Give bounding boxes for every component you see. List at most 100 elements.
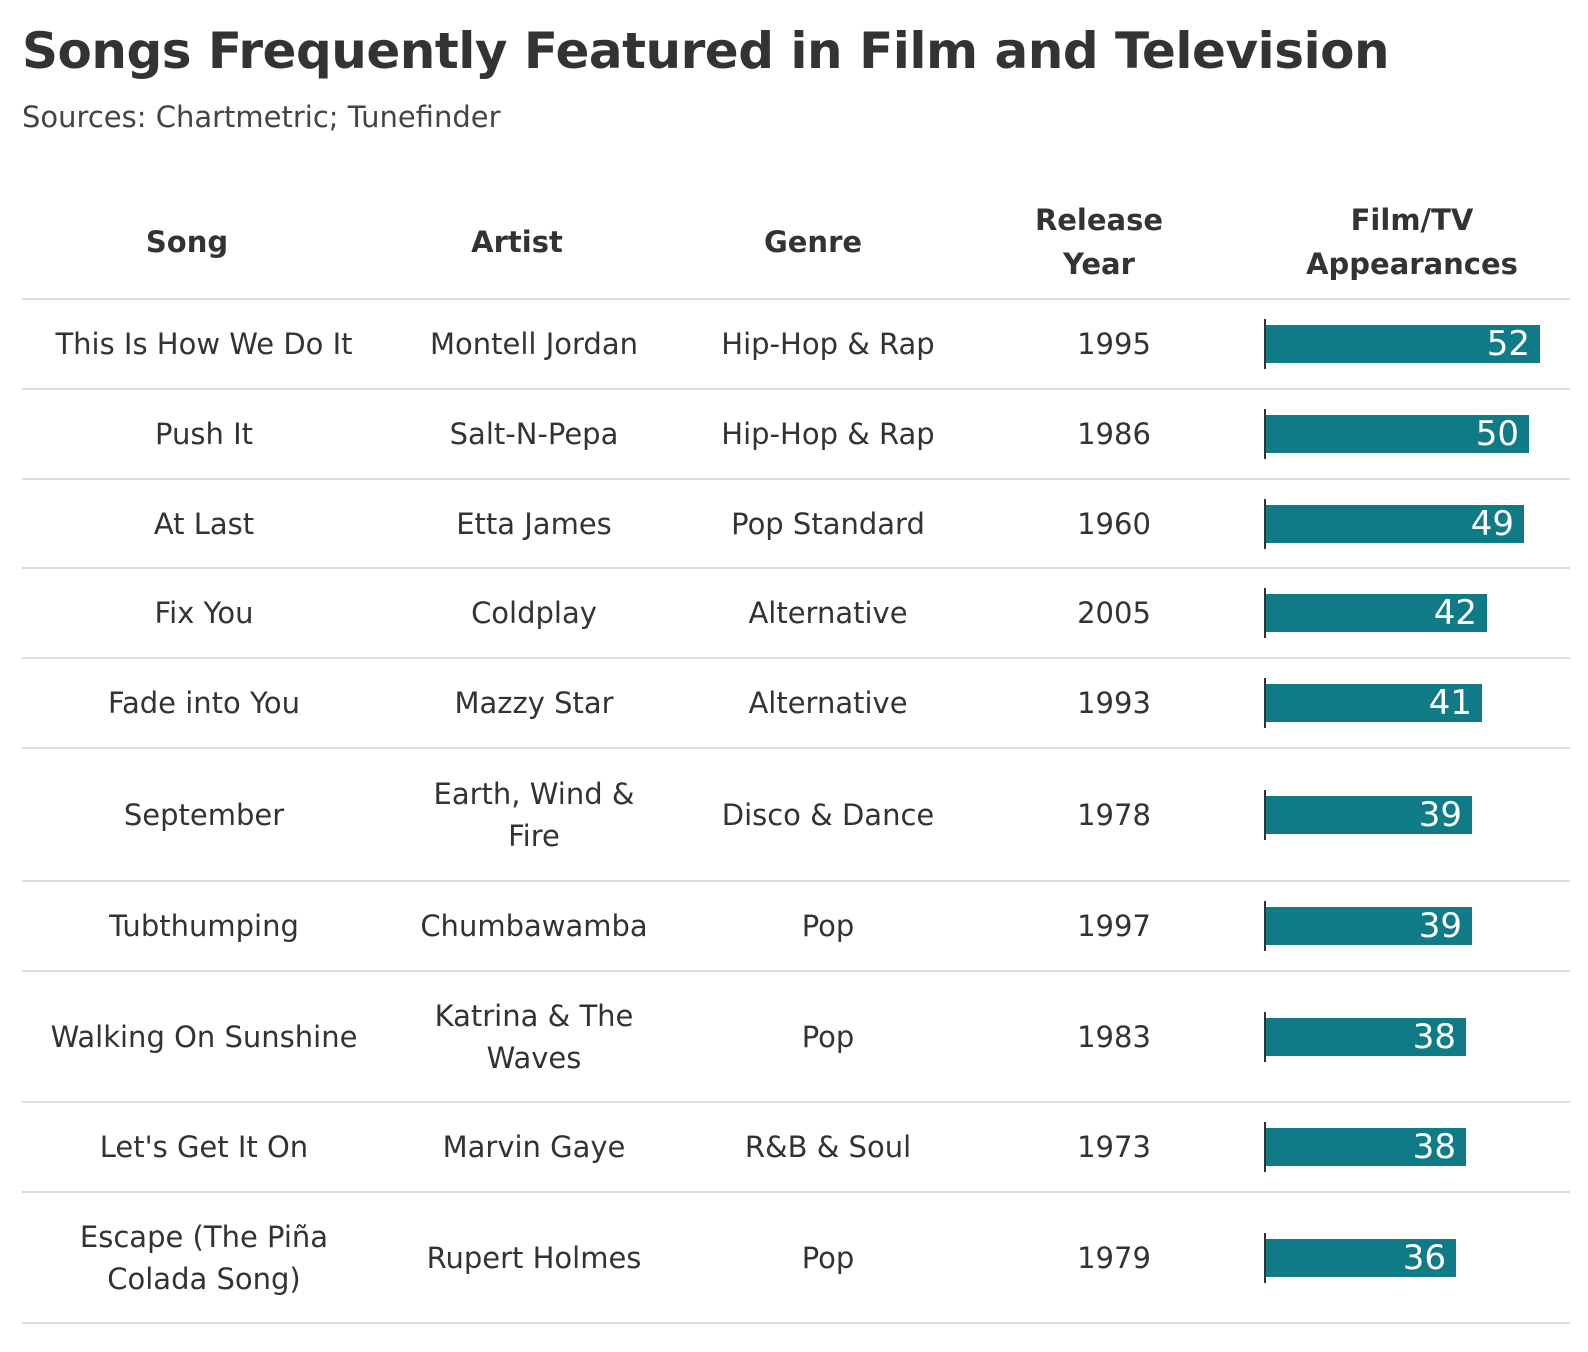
cell-appearances: 41 — [1254, 659, 1570, 747]
cell-release-year: 1979 — [1077, 1240, 1151, 1275]
header-release-year-label: Release Year — [1034, 203, 1164, 281]
cell-song: Tubthumping — [109, 909, 299, 943]
cell-genre: Disco & Dance — [721, 797, 935, 832]
appearances-value-label: 39 — [1418, 794, 1462, 835]
header-appearances: Film/TV Appearances — [1254, 186, 1570, 298]
cell-appearances: 52 — [1254, 300, 1570, 388]
appearances-bar: 39 — [1266, 794, 1472, 835]
cell-song: Push It — [155, 417, 253, 451]
bar-baseline — [1264, 319, 1266, 369]
appearances-value-label: 38 — [1412, 1127, 1456, 1167]
cell-artist: Rupert Holmes — [426, 1240, 642, 1275]
cell-artist: Etta James — [456, 506, 612, 541]
bar-baseline — [1264, 901, 1266, 951]
cell-artist: Montell Jordan — [430, 327, 638, 361]
cell-release-year: 1978 — [1077, 797, 1151, 832]
chart-title: Songs Frequently Featured in Film and Te… — [22, 22, 1390, 80]
appearances-bar: 49 — [1266, 503, 1524, 544]
appearances-value-label: 39 — [1418, 906, 1462, 946]
appearances-bar: 36 — [1266, 1237, 1456, 1278]
cell-appearances: 50 — [1254, 390, 1570, 478]
table-header-row: Song Artist Genre Release Year Film/TV A… — [22, 186, 1570, 300]
appearances-bar: 38 — [1266, 1016, 1466, 1057]
cell-song: At Last — [153, 506, 255, 541]
cell-appearances: 42 — [1254, 569, 1570, 657]
cell-artist: Coldplay — [471, 596, 597, 630]
bar-track: 41 — [1264, 678, 1554, 728]
appearances-value-label: 49 — [1470, 503, 1514, 544]
cell-release-year: 2005 — [1077, 596, 1151, 630]
bar-baseline — [1264, 1232, 1266, 1283]
cell-song: Walking On Sunshine — [50, 1019, 358, 1054]
table-row: Tubthumping Chumbawamba Pop 1997 39 — [22, 882, 1570, 972]
bar-track: 39 — [1264, 789, 1554, 840]
chart-subtitle: Sources: Chartmetric; Tunefinder — [22, 100, 501, 134]
cell-song: Escape (The Piña Colada Song) — [79, 1219, 329, 1296]
header-release-year: Release Year — [944, 186, 1254, 298]
table-row: Walking On Sunshine Katrina & The Waves Po… — [22, 972, 1570, 1103]
table-row: Fix You Coldplay Alternative 2005 42 — [22, 569, 1570, 659]
cell-genre: Pop — [801, 909, 855, 943]
cell-genre: Hip-Hop & Rap — [721, 417, 935, 451]
appearances-value-label: 52 — [1486, 324, 1530, 364]
cell-genre: Pop Standard — [731, 506, 925, 541]
bar-track: 36 — [1264, 1232, 1554, 1283]
cell-song: Let's Get It On — [99, 1130, 309, 1164]
bar-track: 39 — [1264, 901, 1554, 951]
appearances-value-label: 42 — [1433, 593, 1477, 633]
songs-table: Song Artist Genre Release Year Film/TV A… — [22, 186, 1570, 1324]
cell-appearances: 49 — [1254, 480, 1570, 567]
appearances-bar: 41 — [1266, 684, 1482, 722]
bar-track: 50 — [1264, 409, 1554, 459]
cell-release-year: 1986 — [1077, 417, 1151, 451]
cell-release-year: 1993 — [1077, 686, 1151, 720]
table-row: This Is How We Do It Montell Jordan Hip-Ho… — [22, 300, 1570, 390]
cell-appearances: 38 — [1254, 972, 1570, 1101]
appearances-bar: 50 — [1266, 415, 1529, 453]
appearances-bar: 42 — [1266, 594, 1487, 632]
appearances-bar: 52 — [1266, 325, 1540, 363]
cell-release-year: 1997 — [1077, 909, 1151, 943]
table-row: Escape (The Piña Colada Song) Rupert Holm… — [22, 1193, 1570, 1324]
cell-artist: Earth, Wind & Fire — [433, 776, 635, 853]
table-row: Push It Salt-N-Pepa Hip-Hop & Rap 1986 50 — [22, 390, 1570, 480]
table-row: Let's Get It On Marvin Gaye R&B & Soul 1973… — [22, 1103, 1570, 1193]
header-appearances-label: Film/TV Appearances — [1306, 203, 1518, 281]
cell-song: This Is How We Do It — [55, 327, 353, 361]
cell-genre: Pop — [801, 1019, 855, 1054]
cell-artist: Marvin Gaye — [442, 1130, 626, 1164]
cell-song: Fix You — [154, 596, 254, 630]
appearances-bar: 39 — [1266, 907, 1472, 945]
cell-release-year: 1960 — [1077, 506, 1151, 541]
bar-baseline — [1264, 789, 1266, 840]
cell-artist: Salt-N-Pepa — [449, 417, 619, 451]
bar-track: 38 — [1264, 1122, 1554, 1172]
bar-track: 49 — [1264, 498, 1554, 549]
header-genre: Genre — [763, 225, 863, 259]
cell-release-year: 1995 — [1077, 327, 1151, 361]
appearances-bar: 38 — [1266, 1128, 1466, 1166]
table-row: Fade into You Mazzy Star Alternative 1993 41 — [22, 659, 1570, 749]
cell-artist: Katrina & The Waves — [434, 998, 634, 1075]
cell-artist: Chumbawamba — [420, 909, 648, 943]
bar-baseline — [1264, 588, 1266, 638]
cell-genre: R&B & Soul — [744, 1130, 912, 1164]
bar-baseline — [1264, 1011, 1266, 1062]
cell-appearances: 39 — [1254, 749, 1570, 880]
cell-song: September — [123, 797, 285, 832]
cell-release-year: 1983 — [1077, 1019, 1151, 1054]
table-row: September Earth, Wind & Fire Disco & Dance… — [22, 749, 1570, 882]
table-body: This Is How We Do It Montell Jordan Hip-Ho… — [22, 300, 1570, 1324]
appearances-value-label: 38 — [1412, 1016, 1456, 1057]
cell-artist: Mazzy Star — [454, 686, 614, 720]
bar-track: 52 — [1264, 319, 1554, 369]
bar-track: 38 — [1264, 1011, 1554, 1062]
bar-track: 42 — [1264, 588, 1554, 638]
cell-genre: Alternative — [748, 596, 908, 630]
appearances-value-label: 36 — [1402, 1237, 1446, 1278]
cell-song: Fade into You — [107, 686, 300, 720]
header-song: Song — [145, 225, 229, 259]
cell-appearances: 39 — [1254, 882, 1570, 970]
appearances-value-label: 50 — [1475, 414, 1519, 454]
cell-genre: Alternative — [748, 686, 908, 720]
